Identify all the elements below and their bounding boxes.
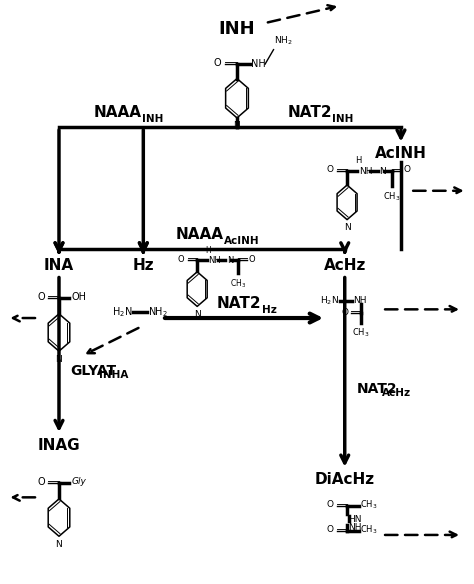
Text: O: O xyxy=(341,308,348,317)
Text: INH: INH xyxy=(219,20,255,38)
Text: NH$_2$: NH$_2$ xyxy=(274,34,293,47)
Text: O: O xyxy=(37,477,45,486)
Text: NAT2: NAT2 xyxy=(217,296,262,311)
Text: O: O xyxy=(327,500,334,509)
Text: HN: HN xyxy=(348,515,362,524)
Text: N: N xyxy=(55,354,63,364)
Text: O: O xyxy=(178,255,184,263)
Text: CH$_3$: CH$_3$ xyxy=(230,277,246,290)
Text: H$_2$N: H$_2$N xyxy=(112,305,133,319)
Text: O: O xyxy=(213,58,221,68)
Text: CH$_3$: CH$_3$ xyxy=(360,523,378,536)
Text: N: N xyxy=(194,310,201,319)
Text: N: N xyxy=(379,167,386,176)
Text: INH: INH xyxy=(332,114,354,124)
Text: O: O xyxy=(37,291,45,301)
Text: H: H xyxy=(205,246,211,255)
Text: NH: NH xyxy=(251,58,266,68)
Text: DiAcHz: DiAcHz xyxy=(315,472,375,488)
Text: NH$_2$: NH$_2$ xyxy=(148,305,168,319)
Text: INH: INH xyxy=(142,114,164,124)
Text: NH: NH xyxy=(208,256,221,265)
Text: NAAA: NAAA xyxy=(93,105,142,120)
Text: N: N xyxy=(234,121,240,130)
Text: H$_2$N: H$_2$N xyxy=(319,294,338,307)
Text: AcHz: AcHz xyxy=(324,259,366,273)
Text: AcINH: AcINH xyxy=(224,236,260,246)
Text: H: H xyxy=(356,157,362,165)
Text: NH: NH xyxy=(353,296,367,305)
Text: NH: NH xyxy=(359,167,372,176)
Text: NAT2: NAT2 xyxy=(356,381,397,395)
Text: CH$_3$: CH$_3$ xyxy=(360,499,378,511)
Text: GLYAT: GLYAT xyxy=(71,364,117,378)
Text: Gly: Gly xyxy=(71,477,86,486)
Text: NH: NH xyxy=(348,523,362,532)
Text: AcINH: AcINH xyxy=(375,145,427,161)
Text: O: O xyxy=(249,255,255,263)
Text: INAG: INAG xyxy=(37,438,80,453)
Text: O: O xyxy=(403,165,410,175)
Text: INHA: INHA xyxy=(99,370,128,380)
Text: N: N xyxy=(344,223,350,232)
Text: NAAA: NAAA xyxy=(175,227,224,242)
Text: INA: INA xyxy=(44,259,74,273)
Text: CH$_3$: CH$_3$ xyxy=(383,190,401,203)
Text: CH$_3$: CH$_3$ xyxy=(352,326,370,339)
Text: N: N xyxy=(55,540,63,549)
Text: N: N xyxy=(227,256,233,265)
Text: O: O xyxy=(326,165,333,175)
Text: AcHz: AcHz xyxy=(382,388,411,398)
Text: NAT2: NAT2 xyxy=(287,105,332,120)
Text: Hz: Hz xyxy=(133,259,154,273)
Text: Hz: Hz xyxy=(262,305,277,315)
Text: OH: OH xyxy=(71,291,86,301)
Text: O: O xyxy=(327,525,334,534)
